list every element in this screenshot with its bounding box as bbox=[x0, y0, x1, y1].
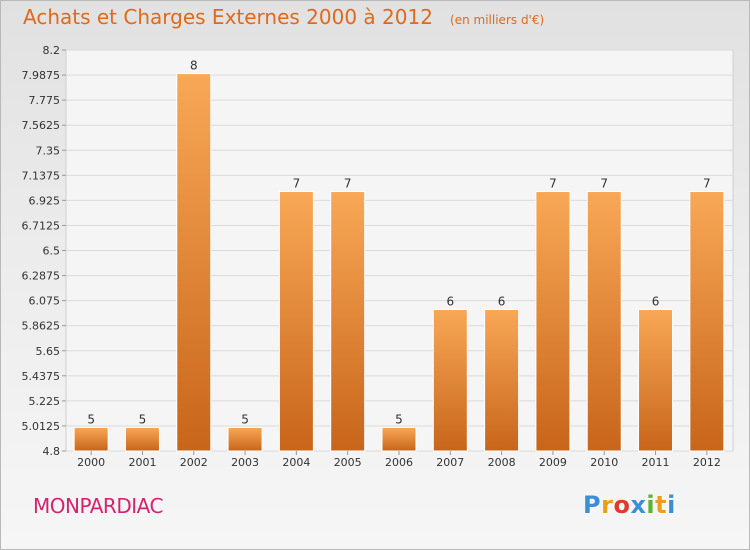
bar bbox=[586, 191, 622, 452]
bar-value-label: 6 bbox=[446, 294, 454, 308]
bar-value-label: 7 bbox=[703, 177, 711, 191]
bar-value-label: 7 bbox=[549, 177, 557, 191]
bar-value-label: 5 bbox=[395, 412, 403, 426]
bar-value-label: 5 bbox=[87, 412, 95, 426]
bar bbox=[124, 426, 160, 452]
x-tick-label: 2007 bbox=[436, 456, 464, 469]
proxiti-logo[interactable]: Proxiti bbox=[583, 491, 676, 519]
x-axis-ticks: 2000 2001 2002 2003 2004 2005 2006 2007 2008 2009… bbox=[77, 451, 721, 469]
y-tick-label: 7.5625 bbox=[22, 119, 61, 132]
x-tick-label: 2003 bbox=[231, 456, 259, 469]
y-tick-label: 5.8625 bbox=[22, 320, 61, 333]
y-tick-label: 7.35 bbox=[36, 144, 61, 157]
y-tick-label: 6.7125 bbox=[22, 219, 61, 232]
y-tick-label: 6.5 bbox=[43, 245, 61, 258]
bar-value-label: 6 bbox=[652, 294, 660, 308]
logo-letter: P bbox=[583, 491, 602, 519]
chart-subtitle: (en milliers d'€) bbox=[450, 13, 545, 27]
bar bbox=[330, 191, 366, 452]
y-tick-label: 6.075 bbox=[29, 295, 61, 308]
commune-name: MONPARDIAC bbox=[33, 494, 163, 518]
logo-letter: x bbox=[630, 491, 647, 519]
logo-letter: i bbox=[667, 491, 676, 519]
x-tick-label: 2002 bbox=[180, 456, 208, 469]
x-tick-label: 2009 bbox=[539, 456, 567, 469]
x-tick-label: 2010 bbox=[590, 456, 618, 469]
x-tick-label: 2001 bbox=[128, 456, 156, 469]
y-tick-label: 8.2 bbox=[43, 44, 61, 57]
logo-letter: o bbox=[613, 491, 631, 519]
logo-letter: r bbox=[601, 491, 614, 519]
bar bbox=[381, 426, 417, 452]
bar bbox=[278, 191, 314, 452]
x-tick-label: 2006 bbox=[385, 456, 413, 469]
bar bbox=[535, 191, 571, 452]
bar-value-label: 6 bbox=[498, 294, 506, 308]
title-row: Achats et Charges Externes 2000 à 2012 (… bbox=[23, 5, 544, 29]
y-tick-label: 6.925 bbox=[29, 194, 61, 207]
logo-letter: i bbox=[646, 491, 656, 519]
bar bbox=[638, 308, 674, 452]
bar bbox=[176, 73, 212, 452]
y-tick-label: 5.0125 bbox=[22, 420, 61, 433]
x-tick-label: 2011 bbox=[642, 456, 670, 469]
bars: 5 5 8 5 7 7 5 6 6 7 7 6 7 bbox=[73, 59, 725, 452]
x-tick-label: 2008 bbox=[488, 456, 516, 469]
y-tick-label: 7.1375 bbox=[22, 169, 61, 182]
chart-title: Achats et Charges Externes 2000 à 2012 bbox=[23, 5, 433, 29]
bar-value-label: 5 bbox=[241, 412, 249, 426]
bar-value-label: 7 bbox=[344, 177, 352, 191]
bar bbox=[73, 426, 109, 452]
bar-value-label: 5 bbox=[139, 412, 147, 426]
bar bbox=[484, 308, 520, 452]
y-tick-label: 5.225 bbox=[29, 395, 61, 408]
bar-value-label: 7 bbox=[293, 177, 301, 191]
bar bbox=[227, 426, 263, 452]
y-axis-ticks: 8.2 7.9875 7.775 7.5625 7.35 7.1375 6.925 6.712… bbox=[22, 44, 66, 458]
bar-value-label: 8 bbox=[190, 59, 198, 73]
y-tick-label: 5.65 bbox=[36, 345, 61, 358]
y-tick-label: 7.9875 bbox=[22, 69, 61, 82]
y-tick-label: 4.8 bbox=[43, 445, 61, 458]
y-tick-label: 7.775 bbox=[29, 94, 61, 107]
y-tick-label: 5.4375 bbox=[22, 370, 61, 383]
bar bbox=[689, 191, 725, 452]
y-tick-label: 6.2875 bbox=[22, 270, 61, 283]
logo-letter: t bbox=[655, 491, 668, 519]
x-tick-label: 2000 bbox=[77, 456, 105, 469]
x-tick-label: 2004 bbox=[282, 456, 310, 469]
x-tick-label: 2005 bbox=[334, 456, 362, 469]
x-tick-label: 2012 bbox=[693, 456, 721, 469]
bar bbox=[432, 308, 468, 452]
bar-value-label: 7 bbox=[600, 177, 608, 191]
